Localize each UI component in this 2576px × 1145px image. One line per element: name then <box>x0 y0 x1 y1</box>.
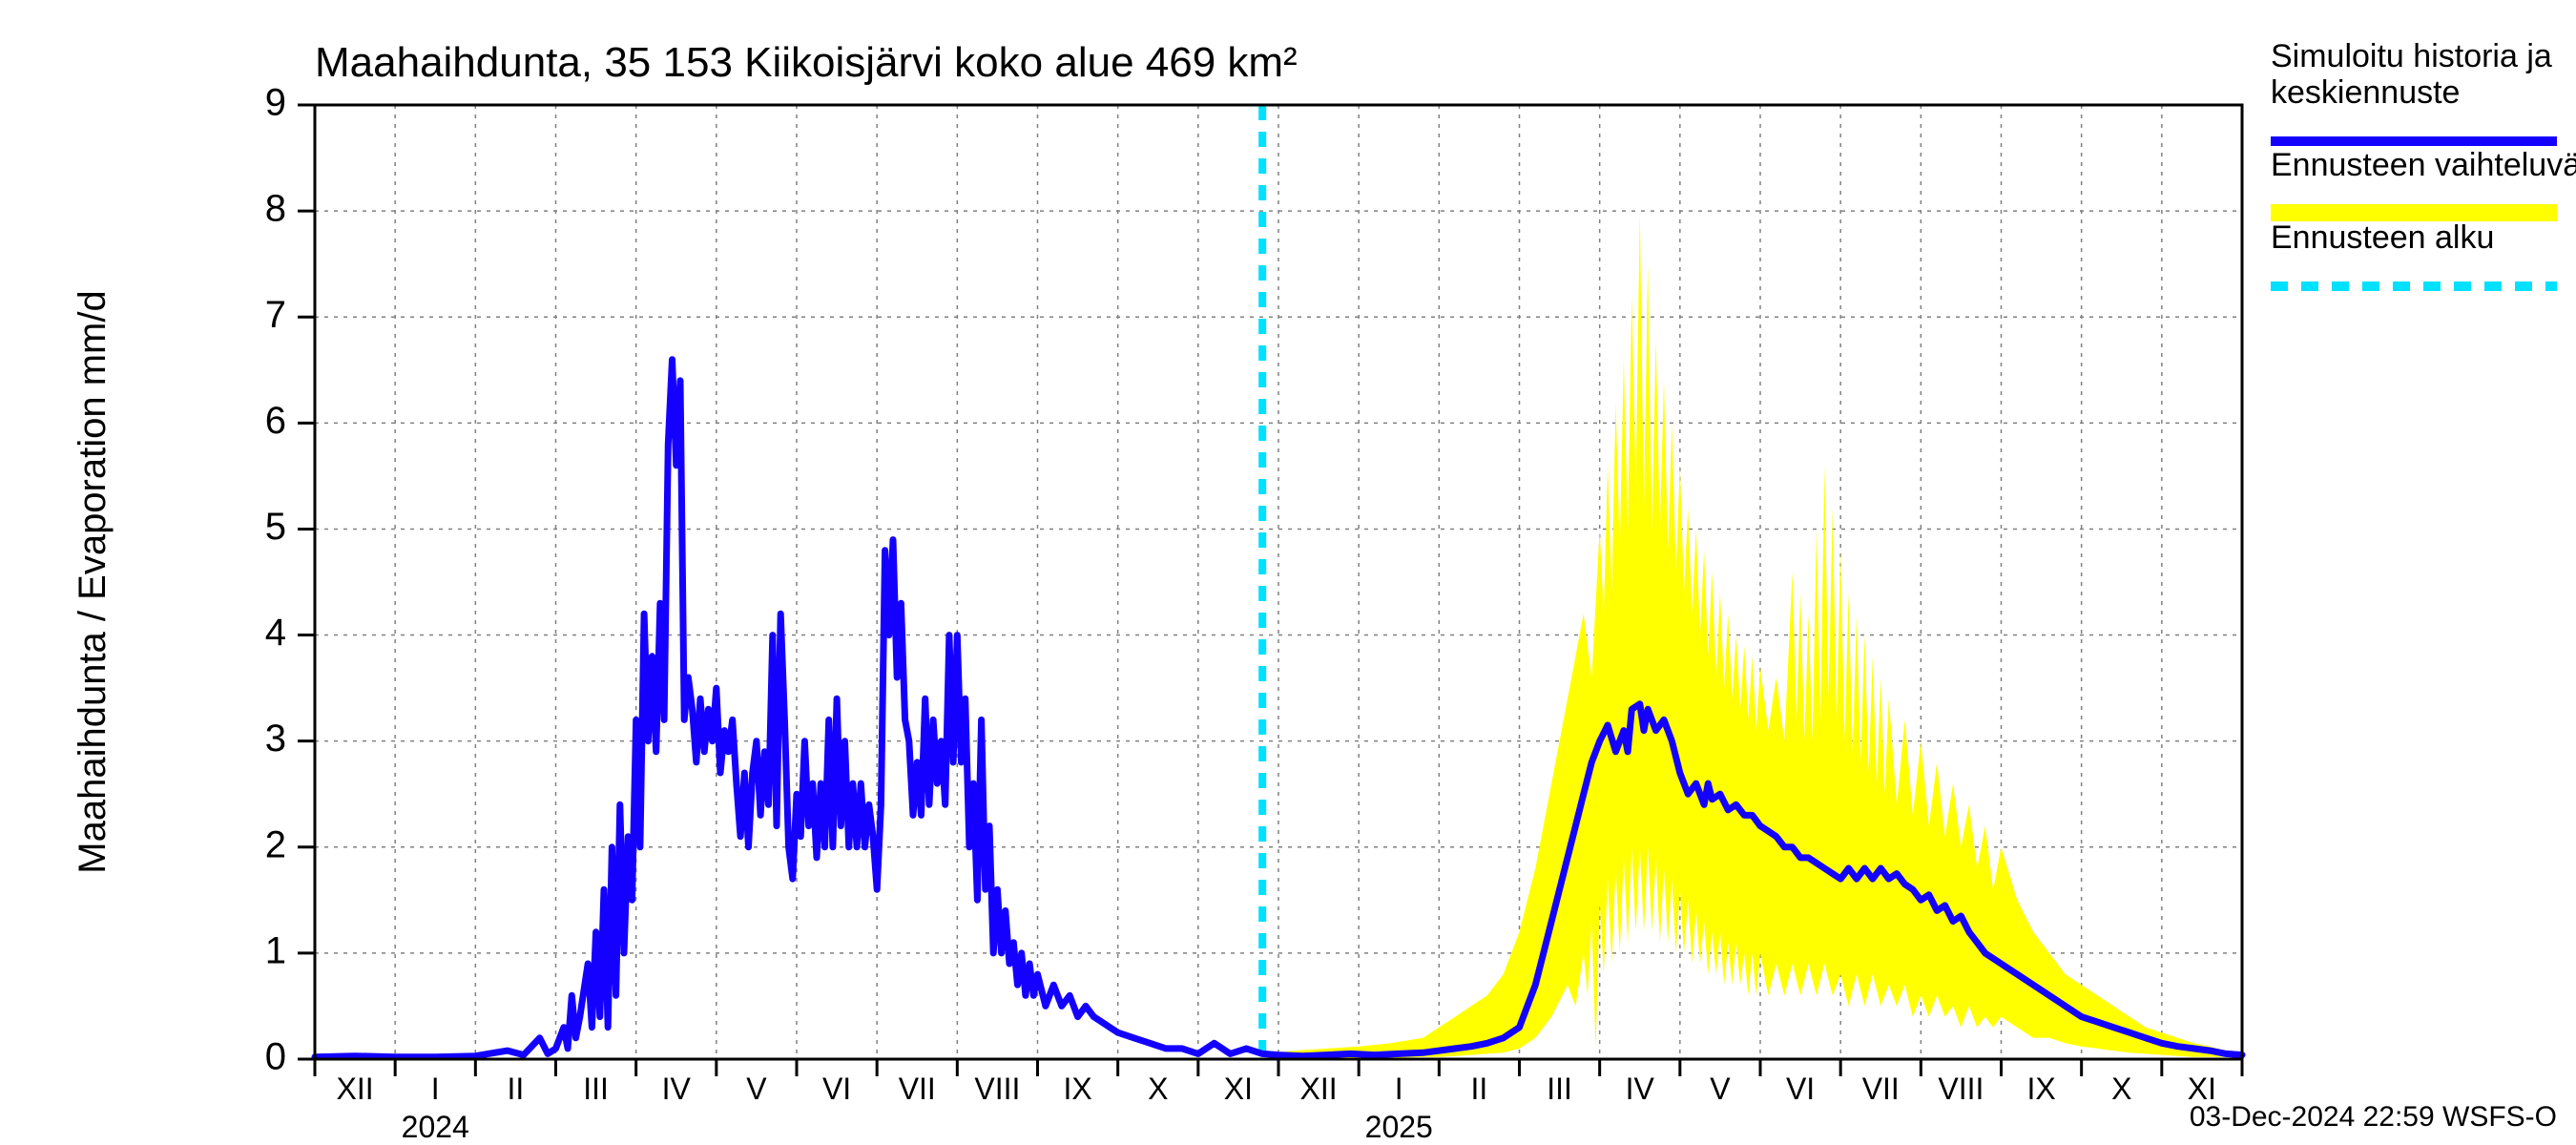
x-month-label: XII <box>1300 1072 1338 1106</box>
x-year-label: 2025 <box>1365 1110 1433 1144</box>
legend-label: keskiennuste <box>2271 74 2460 111</box>
x-month-label: II <box>508 1072 525 1106</box>
chart-container: 0123456789XIIIIIIIIIVVVIVIIVIIIIXXXIXIII… <box>0 0 2576 1145</box>
timestamp-label: 03-Dec-2024 22:59 WSFS-O <box>2190 1101 2557 1133</box>
legend-label: Ennusteen vaihteluväli <box>2271 147 2576 183</box>
y-tick-label: 1 <box>265 929 286 971</box>
x-month-label: XI <box>1224 1072 1253 1106</box>
chart-title: Maahaihdunta, 35 153 Kiikoisjärvi koko a… <box>315 39 1298 86</box>
x-month-label: I <box>1395 1072 1403 1106</box>
evaporation-chart: 0123456789XIIIIIIIIIVVVIVIIVIIIIXXXIXIII… <box>0 0 2576 1145</box>
y-tick-label: 8 <box>265 188 286 230</box>
y-tick-label: 5 <box>265 506 286 548</box>
x-month-label: III <box>1547 1072 1572 1106</box>
y-tick-label: 0 <box>265 1036 286 1078</box>
x-month-label: VI <box>1786 1072 1815 1106</box>
x-month-label: III <box>583 1072 609 1106</box>
y-tick-label: 7 <box>265 294 286 336</box>
x-month-label: IV <box>1626 1072 1655 1106</box>
legend-label: Simuloitu historia ja <box>2271 38 2552 74</box>
x-month-label: IV <box>662 1072 692 1106</box>
x-month-label: V <box>1710 1072 1731 1106</box>
x-month-label: VIII <box>974 1072 1020 1106</box>
y-tick-label: 4 <box>265 612 286 654</box>
x-month-label: X <box>2111 1072 2131 1106</box>
y-tick-label: 9 <box>265 82 286 124</box>
x-month-label: I <box>431 1072 440 1106</box>
x-month-label: VII <box>1862 1072 1900 1106</box>
x-month-label: XII <box>337 1072 374 1106</box>
y-tick-label: 6 <box>265 400 286 442</box>
x-month-label: IX <box>2026 1072 2055 1106</box>
x-month-label: V <box>746 1072 767 1106</box>
x-month-label: IX <box>1063 1072 1091 1106</box>
x-month-label: II <box>1471 1072 1488 1106</box>
x-month-label: VIII <box>1938 1072 1984 1106</box>
x-year-label: 2024 <box>402 1110 469 1144</box>
x-month-label: VI <box>822 1072 851 1106</box>
x-month-label: VII <box>899 1072 936 1106</box>
y-tick-label: 3 <box>265 718 286 760</box>
legend-label: Ennusteen alku <box>2271 219 2494 256</box>
y-tick-label: 2 <box>265 823 286 865</box>
x-month-label: X <box>1148 1072 1168 1106</box>
y-axis-label: Maahaihdunta / Evaporation mm/d <box>72 290 114 873</box>
